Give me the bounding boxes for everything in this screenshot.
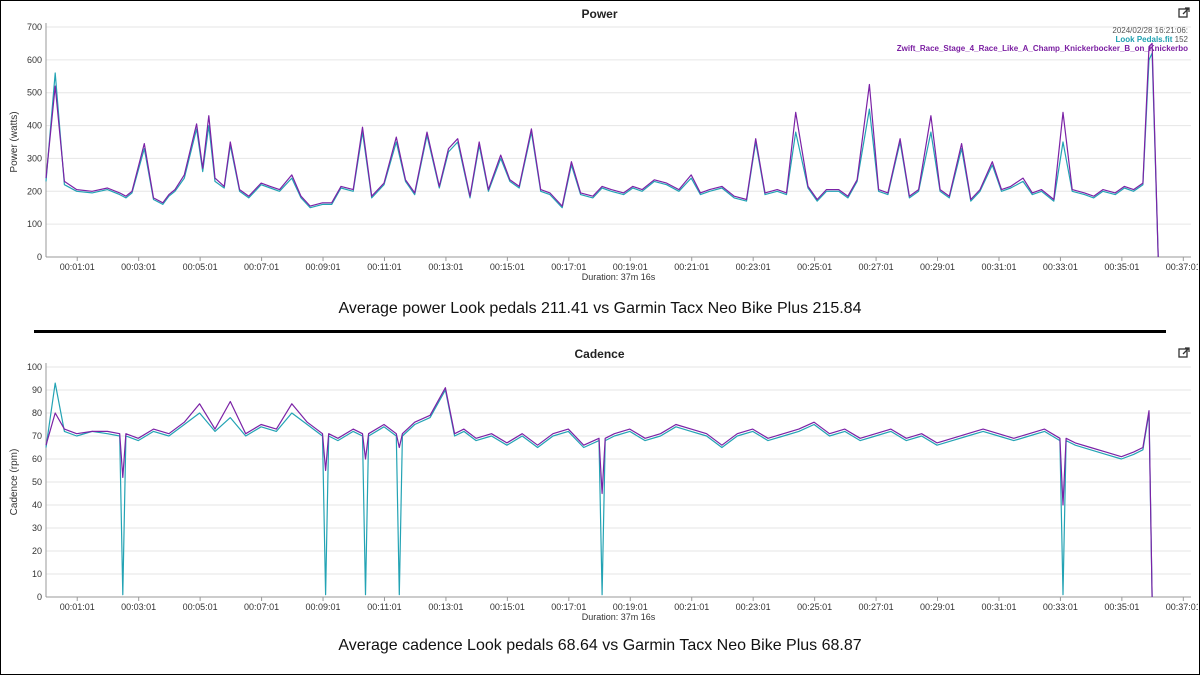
cadence-y-tick-label: 60 [32, 454, 42, 464]
power-y-tick-label: 0 [37, 252, 42, 262]
cadence-chart-panel: Cadence 0 10 20 30 40 50 60 70 80 90 100 00:01:01 00… [1, 341, 1198, 624]
cadence-x-tick-label: 00:27:01 [859, 602, 894, 612]
cadence-x-tick-label: 00:13:01 [428, 602, 463, 612]
cadence-y-tick-label: 20 [32, 546, 42, 556]
cadence-x-tick-label: 00:23:01 [736, 602, 771, 612]
cadence-x-tick-label: 00:35:01 [1104, 602, 1139, 612]
cadence-x-tick-label: 00:29:01 [920, 602, 955, 612]
power-x-tick-label: 00:25:01 [797, 262, 832, 272]
legend-garmin-name: Zwift_Race_Stage_4_Race_Like_A_Champ_Kni… [896, 44, 1188, 53]
cadence-series-line-look [45, 382, 1153, 598]
power-x-tick-label: 00:11:01 [367, 262, 401, 272]
power-x-tick-label: 00:13:01 [428, 262, 463, 272]
section-divider [34, 330, 1166, 333]
power-x-tick-label: 00:17:01 [551, 262, 586, 272]
power-x-tick-label: 00:21:01 [674, 262, 709, 272]
cadence-y-tick-label: 90 [32, 385, 42, 395]
power-x-tick-label: 00:33:01 [1043, 262, 1078, 272]
cadence-caption: Average cadence Look pedals 68.64 vs Gar… [338, 637, 862, 654]
cadence-x-tick-label: 00:25:01 [797, 602, 832, 612]
power-x-tick-label: 00:37:01 [1166, 262, 1198, 272]
legend-look-value: 152 [1174, 35, 1188, 44]
power-x-tick-label: 00:27:01 [859, 262, 894, 272]
power-y-tick-label: 600 [27, 55, 42, 65]
power-x-tick-label: 00:15:01 [490, 262, 525, 272]
power-y-tick-label: 100 [27, 219, 42, 229]
power-y-tick-label: 300 [27, 153, 42, 163]
cadence-y-tick-label: 50 [32, 477, 42, 487]
cadence-x-tick-label: 00:15:01 [490, 602, 525, 612]
power-x-tick-label: 00:01:01 [60, 262, 95, 272]
cadence-x-tick-label: 00:09:01 [306, 602, 341, 612]
power-x-tick-label: 00:23:01 [736, 262, 771, 272]
power-x-tick-label: 00:35:01 [1104, 262, 1139, 272]
cadence-x-tick-label: 00:17:01 [551, 602, 586, 612]
cadence-y-tick-label: 10 [32, 569, 42, 579]
power-x-tick-label: 00:05:01 [183, 262, 218, 272]
cadence-x-tick-label: 00:07:01 [244, 602, 279, 612]
cadence-y-tick-label: 100 [27, 362, 42, 372]
power-y-tick-label: 700 [27, 22, 42, 32]
power-x-tick-label: 00:31:01 [981, 262, 1016, 272]
power-x-tick-label: 00:19:01 [613, 262, 648, 272]
power-x-tick-label: 00:07:01 [244, 262, 279, 272]
cadence-y-axis-label: Cadence (rpm) [9, 449, 20, 516]
power-series-line-look [45, 52, 1159, 258]
legend-look-entry: Look Pedals.fit 152 [897, 35, 1189, 44]
cadence-chart-title: Cadence [574, 347, 625, 361]
cadence-x-tick-label: 00:33:01 [1043, 602, 1078, 612]
cadence-x-tick-label: 00:03:01 [121, 602, 156, 612]
cadence-y-tick-label: 0 [37, 592, 42, 602]
power-y-tick-label: 200 [27, 186, 42, 196]
cadence-x-tick-label: 00:05:01 [183, 602, 218, 612]
expand-icon[interactable] [1178, 7, 1190, 19]
power-chart-legend: 2024/02/28 16:21:06: Look Pedals.fit 152… [897, 26, 1188, 53]
cadence-series-line-garmin [45, 387, 1153, 598]
legend-look-name: Look Pedals.fit [1115, 35, 1173, 44]
cadence-x-tick-label: 00:11:01 [367, 602, 401, 612]
cadence-x-tick-label: 00:31:01 [981, 602, 1016, 612]
legend-timestamp: 2024/02/28 16:21:06: [1112, 26, 1188, 35]
power-x-axis-label: Duration: 37m 16s [582, 272, 656, 282]
cadence-x-tick-label: 00:21:01 [674, 602, 709, 612]
power-y-tick-label: 400 [27, 121, 42, 131]
cadence-y-tick-label: 40 [32, 500, 42, 510]
cadence-y-tick-label: 30 [32, 523, 42, 533]
power-y-tick-label: 500 [27, 88, 42, 98]
cadence-x-tick-label: 00:19:01 [613, 602, 648, 612]
cadence-x-tick-label: 00:01:01 [60, 602, 95, 612]
power-series-line-garmin [45, 42, 1159, 258]
expand-icon[interactable] [1178, 347, 1190, 359]
power-x-tick-label: 00:09:01 [306, 262, 341, 272]
power-x-tick-label: 00:03:01 [121, 262, 156, 272]
power-chart-title: Power [581, 7, 618, 21]
power-chart-plot: 0 100 200 300 400 500 600 700 00:01:01 00:03:01 00… [9, 22, 1198, 282]
cadence-x-tick-label: 00:37:01 [1166, 602, 1198, 612]
power-caption: Average power Look pedals 211.41 vs Garm… [338, 300, 862, 317]
power-x-tick-label: 00:29:01 [920, 262, 955, 272]
cadence-y-tick-label: 80 [32, 408, 42, 418]
cadence-chart-plot: 0 10 20 30 40 50 60 70 80 90 100 00:01:01 00:03:01 00… [9, 362, 1198, 622]
cadence-x-axis-label: Duration: 37m 16s [582, 612, 656, 622]
cadence-y-tick-label: 70 [32, 431, 42, 441]
power-chart-panel: Power 0 100 200 300 400 500 600 700 00:01:01 00:0… [1, 1, 1198, 284]
power-y-axis-label: Power (watts) [9, 111, 20, 172]
